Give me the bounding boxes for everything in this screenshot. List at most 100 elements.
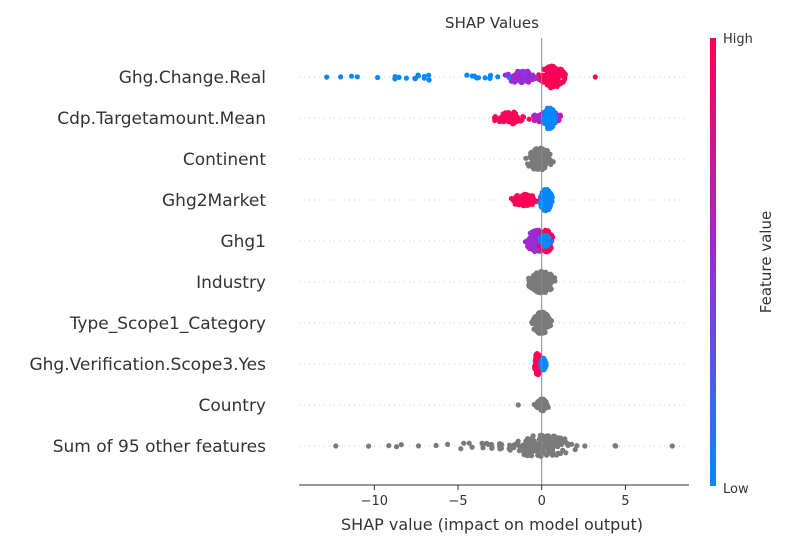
shap-point	[519, 71, 526, 77]
feature-label: Industry	[196, 273, 266, 293]
shap-point	[565, 442, 571, 448]
shap-point	[545, 237, 551, 243]
shap-point	[412, 76, 418, 82]
shap-point	[548, 74, 554, 80]
shap-point	[542, 272, 549, 278]
shap-point	[550, 83, 556, 89]
shap-point	[533, 146, 539, 152]
shap-point	[508, 113, 514, 119]
shap-point	[527, 245, 533, 252]
shap-point	[557, 72, 563, 78]
shap-point	[526, 277, 532, 283]
shap-point	[529, 76, 535, 83]
shap-point	[541, 200, 547, 206]
shap-point	[525, 69, 531, 75]
shap-point	[541, 363, 547, 370]
feature-label: Ghg2Market	[162, 191, 266, 211]
shap-point	[484, 440, 490, 446]
feature-labels: Ghg.Change.Real Cdp.Targetamount.Mean Cont…	[29, 68, 266, 457]
colorbar-high-label: High	[723, 32, 753, 47]
shap-point	[348, 73, 355, 79]
shap-point	[562, 74, 568, 80]
shap-point	[510, 73, 516, 79]
shap-point	[415, 443, 422, 449]
shap-point	[469, 73, 475, 79]
shap-point	[520, 194, 526, 200]
shap-point	[592, 74, 598, 80]
shap-point	[445, 441, 451, 447]
shap-point	[466, 440, 472, 446]
shap-point	[551, 436, 557, 442]
shap-point	[543, 311, 549, 317]
shap-point	[544, 75, 550, 81]
shap-point	[398, 442, 404, 448]
feature-label: Continent	[183, 150, 266, 170]
shap-point	[548, 161, 554, 168]
x-tick-label: −10	[361, 494, 388, 509]
shap-point	[516, 448, 523, 454]
colorbar	[710, 38, 716, 486]
shap-point	[533, 246, 539, 253]
shap-point	[539, 146, 546, 152]
shap-point	[502, 117, 508, 123]
shap-point	[324, 74, 330, 80]
shap-point	[526, 163, 532, 169]
shap-point	[526, 282, 532, 288]
shap-point	[518, 118, 524, 124]
shap-point	[474, 75, 480, 81]
shap-point	[497, 445, 504, 451]
shap-point	[523, 438, 529, 444]
shap-point	[532, 166, 538, 172]
chart-title: SHAP Values	[445, 14, 539, 32]
shap-point	[549, 318, 555, 324]
shap-point	[492, 117, 498, 124]
shap-point	[480, 445, 486, 451]
shap-point	[479, 440, 485, 446]
shap-point	[548, 202, 554, 208]
feature-label: Type_Scope1_Category	[69, 314, 266, 334]
shap-point	[536, 330, 542, 336]
shap-point	[547, 113, 554, 119]
shap-point	[524, 192, 530, 198]
shap-point	[532, 271, 538, 278]
shap-point	[537, 401, 543, 407]
shap-point	[545, 442, 551, 448]
shap-point	[542, 242, 548, 248]
points	[324, 63, 675, 459]
shap-point	[541, 160, 547, 166]
colorbar-title: Feature value	[757, 211, 775, 313]
shap-point	[560, 447, 566, 453]
shap-point	[528, 201, 535, 207]
x-axis-label: SHAP value (impact on model output)	[341, 515, 643, 534]
shap-point	[523, 155, 529, 161]
shap-point	[375, 74, 381, 81]
shap-point	[557, 435, 563, 441]
feature-label: Ghg1	[220, 232, 266, 252]
shap-point	[548, 280, 554, 286]
shap-point	[464, 72, 470, 78]
shap-point	[555, 79, 562, 85]
feature-label: Ghg.Verification.Scope3.Yes	[29, 355, 266, 375]
shap-point	[550, 63, 556, 70]
x-tick-label: 5	[621, 494, 629, 509]
shap-point	[386, 443, 392, 449]
shap-point	[543, 115, 549, 121]
shap-point	[538, 237, 544, 244]
shap-point	[572, 446, 578, 453]
shap-point	[469, 444, 475, 450]
shap-point	[366, 443, 372, 449]
shap-point	[552, 119, 558, 125]
shap-point	[540, 280, 546, 286]
shap-point	[542, 319, 548, 325]
shap-point	[535, 319, 542, 325]
shap-point	[541, 153, 547, 159]
shap-point	[546, 450, 552, 456]
shap-point	[527, 230, 533, 236]
shap-point	[541, 359, 547, 365]
shap-point	[338, 74, 344, 80]
shap-point	[528, 450, 534, 456]
shap-point	[426, 77, 432, 83]
shap-point	[613, 443, 619, 449]
shap-point	[550, 448, 556, 454]
shap-point	[526, 443, 532, 449]
